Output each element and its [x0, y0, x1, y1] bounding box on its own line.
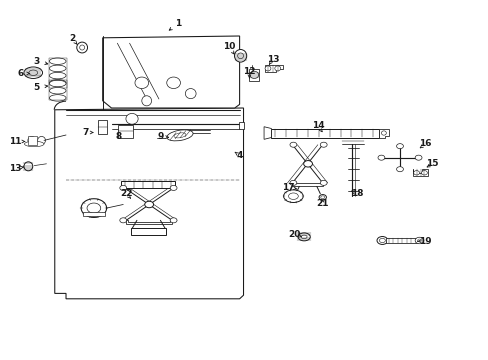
Ellipse shape [49, 80, 66, 86]
Ellipse shape [144, 201, 153, 208]
Text: 5: 5 [34, 83, 40, 91]
Text: 13: 13 [9, 164, 22, 173]
Polygon shape [126, 220, 172, 224]
Text: 21: 21 [316, 199, 328, 208]
Bar [271, 129, 378, 138]
Text: 9: 9 [157, 132, 163, 141]
Text: 22: 22 [120, 189, 132, 198]
Ellipse shape [24, 162, 33, 171]
Ellipse shape [289, 142, 296, 147]
Ellipse shape [49, 95, 66, 101]
Text: 14: 14 [311, 122, 324, 130]
Text: 17: 17 [282, 183, 294, 192]
Ellipse shape [166, 77, 180, 89]
Text: 19: 19 [418, 237, 431, 246]
Polygon shape [412, 169, 427, 176]
Ellipse shape [49, 72, 66, 79]
Ellipse shape [396, 144, 403, 149]
Polygon shape [292, 183, 322, 186]
Text: 18: 18 [350, 189, 363, 198]
Text: 7: 7 [82, 128, 89, 137]
Text: 13: 13 [266, 55, 279, 64]
Ellipse shape [301, 235, 306, 239]
Ellipse shape [377, 155, 384, 160]
Text: 16: 16 [418, 139, 431, 148]
Ellipse shape [24, 141, 44, 147]
Ellipse shape [320, 196, 324, 199]
Ellipse shape [142, 96, 151, 106]
Ellipse shape [381, 131, 386, 135]
Ellipse shape [297, 233, 309, 241]
Ellipse shape [413, 171, 419, 175]
Ellipse shape [166, 130, 193, 141]
Ellipse shape [24, 67, 42, 78]
Ellipse shape [274, 66, 280, 71]
Ellipse shape [318, 194, 326, 200]
Ellipse shape [170, 185, 177, 190]
Polygon shape [55, 108, 243, 299]
Ellipse shape [170, 218, 177, 223]
Bar [98, 120, 106, 134]
Ellipse shape [289, 180, 296, 185]
Ellipse shape [417, 239, 421, 242]
Bar [49, 80, 67, 100]
Ellipse shape [120, 218, 126, 223]
Text: 1: 1 [175, 19, 181, 28]
Ellipse shape [49, 87, 66, 94]
Ellipse shape [414, 155, 421, 160]
Bar [118, 125, 133, 138]
Ellipse shape [49, 65, 66, 72]
Text: 12: 12 [243, 68, 255, 77]
Polygon shape [238, 122, 244, 129]
Text: 8: 8 [115, 132, 121, 141]
Polygon shape [378, 129, 388, 138]
Text: 6: 6 [18, 69, 23, 78]
Ellipse shape [379, 238, 385, 243]
Bar [131, 228, 166, 235]
Ellipse shape [174, 133, 185, 138]
Ellipse shape [320, 142, 326, 147]
Ellipse shape [87, 203, 101, 213]
Bar [386, 238, 417, 243]
Text: 3: 3 [34, 57, 40, 66]
Polygon shape [264, 127, 271, 139]
Ellipse shape [264, 66, 270, 71]
Ellipse shape [49, 58, 66, 64]
Bar [49, 58, 67, 88]
Ellipse shape [80, 45, 84, 50]
Ellipse shape [283, 190, 303, 202]
Text: 2: 2 [69, 34, 75, 43]
Text: 15: 15 [426, 159, 438, 168]
Ellipse shape [120, 185, 126, 190]
Ellipse shape [135, 77, 148, 89]
Ellipse shape [38, 136, 45, 144]
Bar [83, 212, 105, 216]
Ellipse shape [414, 237, 423, 244]
Polygon shape [249, 69, 259, 81]
Text: 11: 11 [9, 137, 22, 146]
Polygon shape [102, 36, 239, 108]
Text: 4: 4 [236, 151, 243, 160]
Ellipse shape [81, 199, 106, 217]
Ellipse shape [49, 80, 66, 87]
Ellipse shape [29, 70, 38, 75]
Polygon shape [264, 65, 282, 72]
Ellipse shape [185, 89, 196, 99]
Ellipse shape [396, 167, 403, 172]
Text: 20: 20 [288, 230, 301, 239]
Ellipse shape [320, 180, 326, 185]
Ellipse shape [28, 136, 36, 144]
Ellipse shape [249, 71, 258, 78]
Ellipse shape [376, 237, 387, 244]
Bar [121, 181, 175, 188]
Bar [28, 136, 37, 145]
Text: 10: 10 [222, 42, 235, 51]
Ellipse shape [303, 161, 312, 167]
Ellipse shape [126, 113, 138, 124]
Ellipse shape [288, 193, 298, 199]
Ellipse shape [77, 42, 87, 53]
Ellipse shape [421, 171, 427, 175]
Ellipse shape [234, 49, 246, 62]
Ellipse shape [237, 53, 243, 59]
